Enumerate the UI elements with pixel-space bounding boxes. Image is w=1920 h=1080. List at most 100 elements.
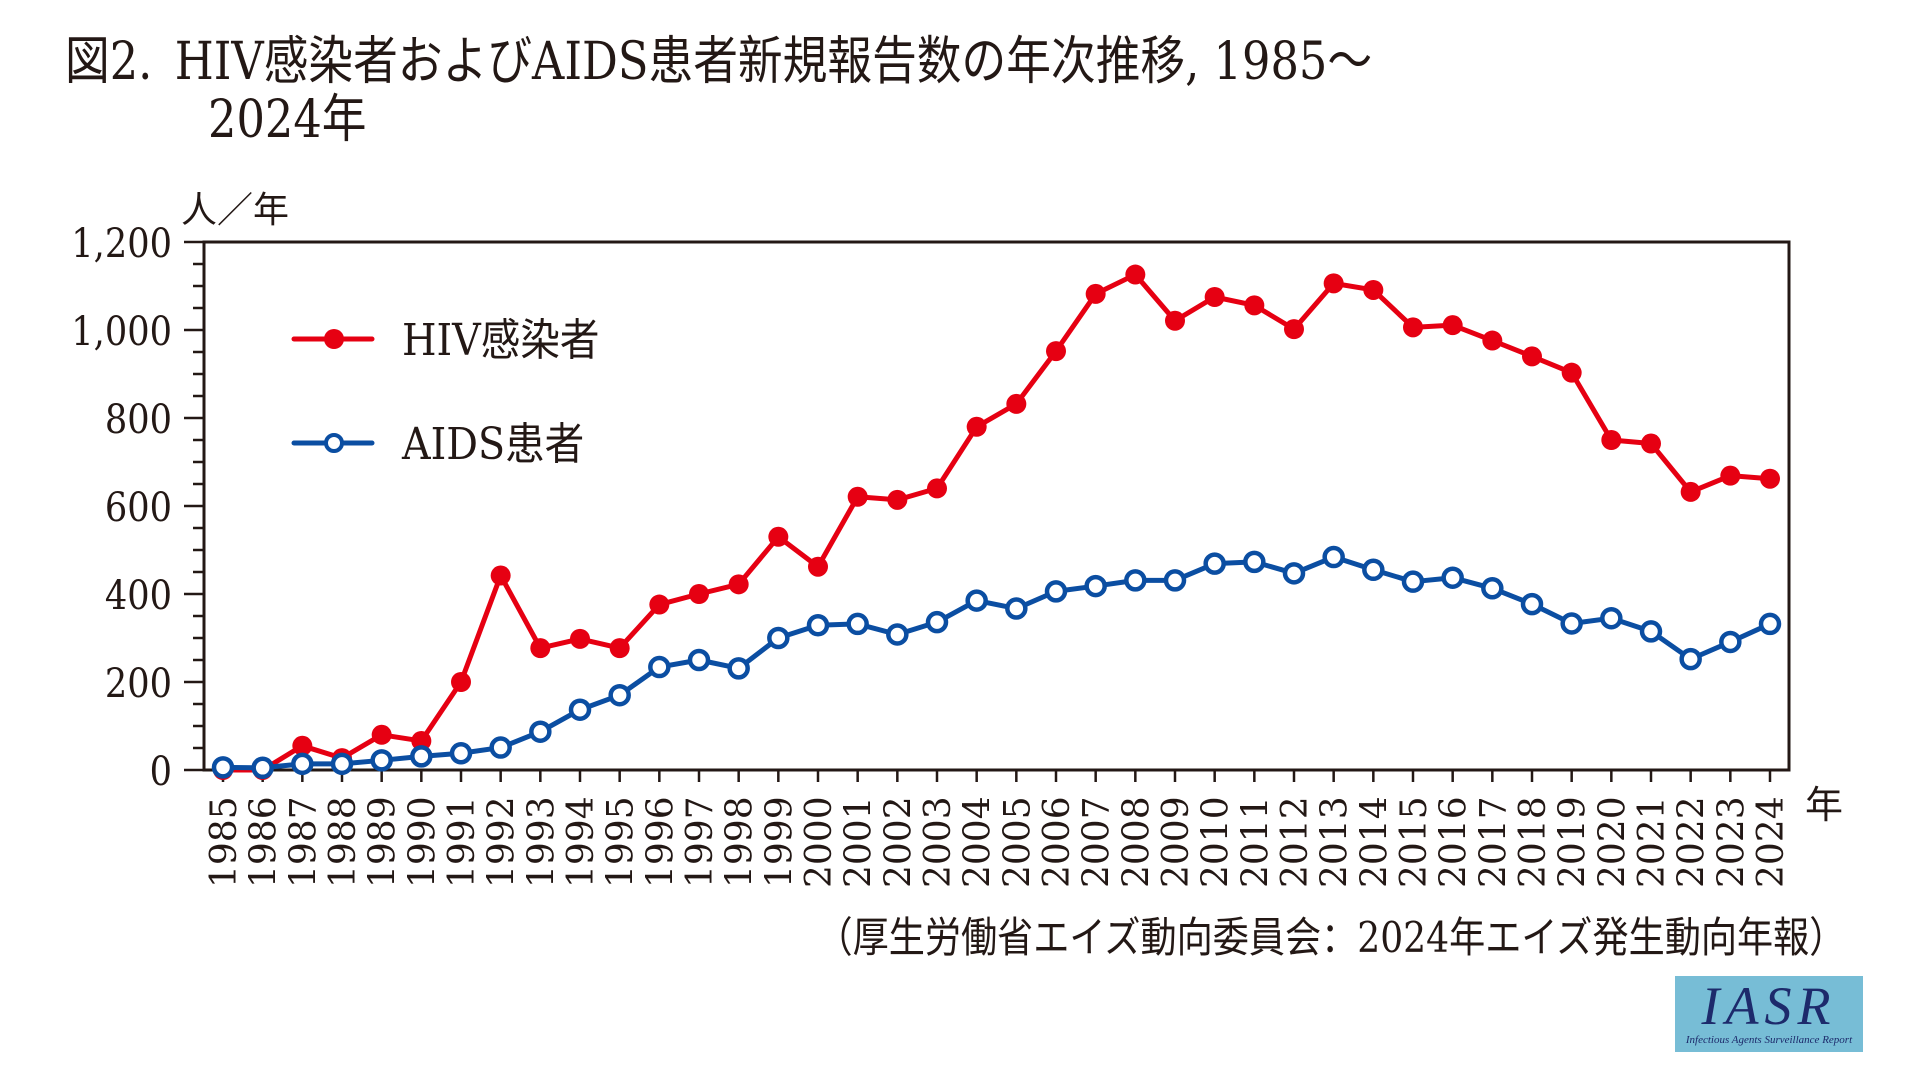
x-tick-label: 2011 [1235, 796, 1276, 888]
data-point-hiv [887, 489, 908, 510]
y-tick-label: 400 [105, 572, 172, 619]
x-tick-label: 2001 [839, 796, 880, 888]
x-tick-label: 2000 [799, 796, 840, 888]
chart-title-line-1: 図2. HIV感染者およびAIDS患者新規報告数の年次推移, 1985～ [65, 36, 1372, 88]
data-point-hiv [927, 478, 947, 499]
data-point-aids [1084, 574, 1107, 598]
x-axis-label: 年 [1805, 783, 1843, 827]
data-point-aids [1362, 558, 1385, 582]
x-tick-label: 1986 [244, 796, 285, 888]
x-tick-label: 2019 [1553, 796, 1594, 888]
logo-title: IASR [1701, 976, 1837, 1036]
data-point-aids [727, 657, 750, 680]
data-point-hiv [411, 730, 432, 751]
data-point-aids [370, 749, 393, 772]
data-point-aids [1520, 592, 1544, 616]
data-point-hiv [649, 594, 670, 615]
data-point-hiv [1641, 433, 1661, 454]
x-tick-label: 2013 [1315, 796, 1356, 888]
x-tick-label: 1988 [323, 796, 364, 888]
x-tick-label: 2016 [1434, 796, 1475, 888]
data-point-aids [1639, 620, 1663, 643]
data-point-aids [608, 683, 631, 707]
y-tick-label: 600 [105, 484, 172, 531]
data-point-hiv [1760, 468, 1780, 489]
x-tick-label: 1985 [204, 796, 245, 888]
x-tick-label: 2010 [1196, 796, 1237, 888]
x-tick-label: 1999 [759, 796, 800, 888]
data-point-aids [1282, 562, 1306, 585]
x-tick-label: 2006 [1037, 796, 1078, 888]
y-tick-label: 0 [150, 748, 172, 795]
legend-label: HIV感染者 [402, 314, 600, 366]
data-point-hiv [1006, 393, 1027, 414]
chart-title-line-2: 2024年 [208, 90, 367, 150]
data-point-aids [529, 720, 552, 743]
x-tick-label: 2023 [1711, 796, 1752, 888]
y-tick-label: 800 [105, 396, 172, 443]
x-tick-label: 1993 [521, 796, 562, 888]
x-tick-label: 1994 [561, 796, 602, 888]
data-point-hiv [1522, 346, 1542, 367]
data-point-hiv [1323, 273, 1344, 294]
data-point-hiv [1244, 295, 1265, 316]
x-tick-label: 2022 [1672, 796, 1713, 888]
x-tick-label: 2012 [1275, 796, 1316, 888]
data-point-hiv [768, 526, 789, 547]
data-point-aids [1679, 647, 1702, 671]
data-point-aids [1560, 612, 1583, 635]
data-point-aids [1401, 570, 1425, 593]
x-tick-label: 1987 [283, 796, 324, 888]
series-line-aids [222, 554, 1772, 771]
iasr-logo: IASR Infectious Agents Surveillance Repo… [1675, 976, 1863, 1052]
data-point-aids [1243, 550, 1266, 574]
data-point-aids [1322, 545, 1345, 569]
x-tick-label: 2018 [1513, 796, 1554, 888]
x-tick-label: 1998 [720, 796, 761, 888]
x-tick-label: 2015 [1394, 796, 1435, 888]
data-point-hiv [808, 556, 828, 577]
data-point-aids [1203, 552, 1226, 575]
legend: HIV感染者 AIDS患者 [291, 314, 600, 470]
data-point-hiv [570, 628, 590, 649]
data-point-aids [767, 626, 790, 650]
series-line-hiv [223, 272, 1771, 773]
data-point-aids [1044, 580, 1068, 603]
legend-marker-filled [324, 329, 344, 349]
data-point-hiv [1442, 315, 1463, 336]
y-tick-label: 1,200 [71, 220, 172, 267]
logo-subtitle: Infectious Agents Surveillance Report [1685, 1034, 1853, 1046]
x-tick-label: 2008 [1116, 796, 1157, 888]
data-point-hiv [689, 584, 709, 604]
x-tick-label: 1990 [402, 796, 443, 888]
data-point-aids [648, 655, 671, 679]
data-point-hiv [1720, 465, 1741, 486]
data-point-hiv [1165, 310, 1185, 331]
figure-number: 図2. [65, 32, 153, 92]
data-point-hiv [451, 672, 471, 692]
x-tick-label: 1995 [601, 796, 642, 888]
data-point-aids [1719, 630, 1742, 654]
series-layer [211, 264, 1782, 780]
data-point-hiv [847, 486, 868, 507]
x-tick-label: 2020 [1592, 796, 1633, 888]
y-tick-label: 1,000 [71, 308, 172, 355]
data-point-aids [886, 623, 909, 646]
data-point-aids [806, 613, 830, 637]
x-tick-label: 1991 [442, 796, 483, 888]
data-point-aids [568, 698, 592, 721]
data-point-hiv [1363, 279, 1384, 300]
data-point-hiv [1403, 317, 1423, 338]
data-point-aids [251, 756, 274, 780]
data-point-aids [1600, 606, 1623, 630]
data-point-hiv [966, 416, 987, 437]
data-point-hiv [728, 574, 749, 595]
legend-marker-open [324, 433, 344, 453]
data-point-hiv [490, 565, 511, 586]
x-tick-label: 2021 [1632, 796, 1673, 888]
data-point-aids [965, 589, 988, 612]
x-tick-label: 1989 [363, 796, 404, 888]
x-tick-label: 1997 [680, 796, 721, 888]
y-tick-label: 200 [105, 660, 172, 707]
